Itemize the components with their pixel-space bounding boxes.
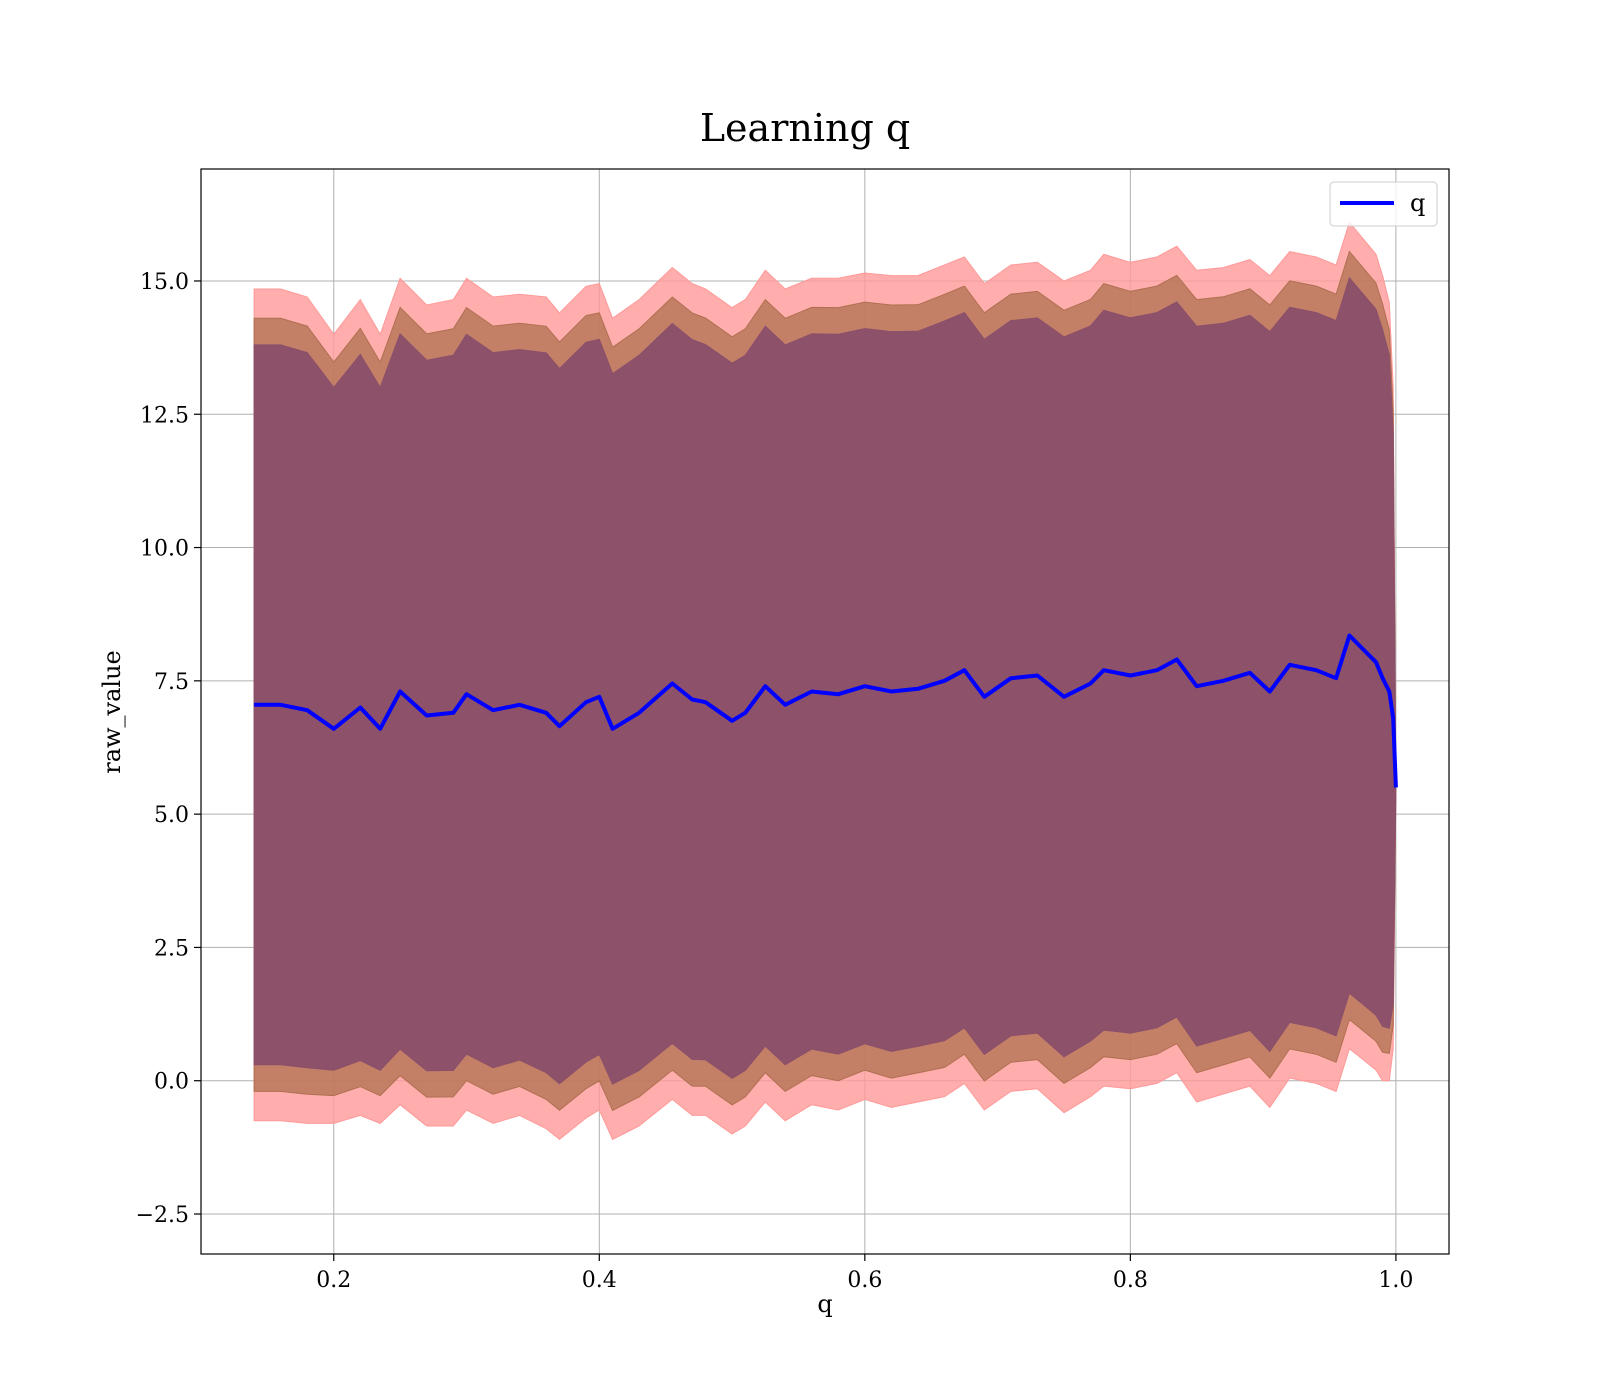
chart-title: Learning q xyxy=(700,106,910,150)
band-layer xyxy=(253,221,1397,1141)
series-line-q xyxy=(254,633,1398,788)
x-tick-label: 1.0 xyxy=(1378,1268,1413,1293)
y-tick-label: 10.0 xyxy=(140,537,189,562)
x-tick-label: 0.8 xyxy=(1113,1268,1148,1293)
y-tick-label: −2.5 xyxy=(136,1203,189,1228)
tick-layer: 0.2 0.4 0.6 0.8 1.0 −2.5 0.0 2.5 5.0 7.5 10.0 12.5 1… xyxy=(136,270,1414,1293)
y-axis-label: raw_value xyxy=(98,650,126,774)
y-tick-label: 7.5 xyxy=(154,670,189,695)
x-axis-label: q xyxy=(817,1290,832,1318)
line-layer xyxy=(254,633,1398,788)
legend: q xyxy=(1329,181,1438,227)
x-tick-label: 0.2 xyxy=(316,1268,351,1293)
y-tick-label: 5.0 xyxy=(154,803,189,828)
x-tick-label: 0.4 xyxy=(582,1268,617,1293)
y-tick-label: 12.5 xyxy=(140,403,189,428)
y-tick-label: 0.0 xyxy=(154,1070,189,1095)
legend-label-q: q xyxy=(1410,189,1425,217)
band-inner xyxy=(253,276,1397,1085)
plot-frame xyxy=(200,168,1450,1255)
y-tick-label: 2.5 xyxy=(154,936,189,961)
y-tick-label: 15.0 xyxy=(140,270,189,295)
x-tick-label: 0.6 xyxy=(847,1268,882,1293)
